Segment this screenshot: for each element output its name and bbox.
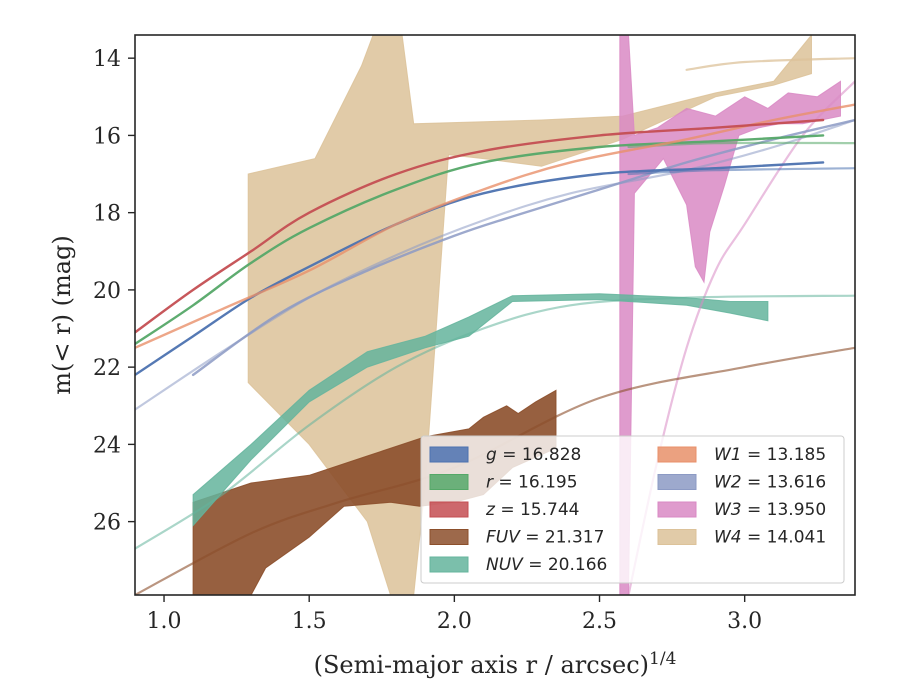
x-axis: 1.0 1.5 2.0 2.5 3.0	[147, 595, 762, 634]
curve-g	[627, 167, 855, 176]
legend-swatch-w4	[657, 529, 697, 545]
y-tick-label: 26	[93, 511, 121, 536]
series-layer	[135, 35, 855, 595]
band-w3	[619, 35, 841, 595]
legend-label-z: z = 15.744	[485, 500, 579, 520]
y-tick-label: 18	[93, 202, 121, 227]
legend-label-w2: W2 = 13.616	[714, 473, 826, 493]
y-axis-label: m(< r) (mag)	[48, 235, 76, 394]
legend-swatch-w3	[657, 501, 697, 518]
y-tick-label: 22	[93, 356, 121, 381]
legend-label-fuv: FUV = 21.317	[486, 528, 604, 548]
legend-swatch-nuv	[429, 556, 469, 573]
curve-w2	[191, 118, 855, 377]
x-axis-label: (Semi-major axis r / arcsec)1/4	[314, 649, 677, 679]
y-tick-label: 20	[93, 279, 121, 304]
y-tick-label: 16	[93, 124, 121, 149]
legend-swatch-w2	[657, 474, 697, 490]
legend-label-w1: W1 = 13.185	[714, 445, 826, 465]
x-tick-label: 3.0	[727, 609, 762, 634]
curve-nuv	[135, 294, 855, 550]
y-axis: 14 16 18 20 22 24 26	[93, 47, 135, 536]
plot-frame	[134, 34, 856, 596]
legend-label-g: g = 16.828	[486, 445, 581, 465]
x-tick-label: 1.5	[292, 609, 327, 634]
legend-swatch-r	[429, 474, 469, 490]
legend-swatch-fuv	[429, 529, 469, 545]
legend-box	[420, 435, 845, 584]
legend-swatch-g	[429, 446, 469, 463]
x-tick-label: 2.0	[437, 609, 472, 634]
legend-label-nuv: NUV = 20.166	[486, 555, 607, 575]
curve-z	[135, 118, 825, 334]
x-tick-label: 2.5	[582, 609, 617, 634]
x-tick-label: 1.0	[147, 609, 182, 634]
legend-label-w3: W3 = 13.950	[714, 500, 826, 520]
band-nuv	[192, 293, 769, 527]
y-tick-label: 14	[93, 47, 121, 72]
legend-label-r: r = 16.195	[486, 473, 578, 493]
legend-swatch-z	[429, 501, 469, 518]
curve-r	[135, 134, 825, 346]
y-tick-label: 24	[93, 433, 121, 458]
legend: g = 16.828 r = 16.195 z = 15.744 FUV = 21.3…	[420, 435, 845, 584]
curve-w4	[685, 57, 855, 71]
legend-swatch-w1	[657, 446, 697, 463]
legend-label-w4: W4 = 14.041	[714, 528, 826, 548]
